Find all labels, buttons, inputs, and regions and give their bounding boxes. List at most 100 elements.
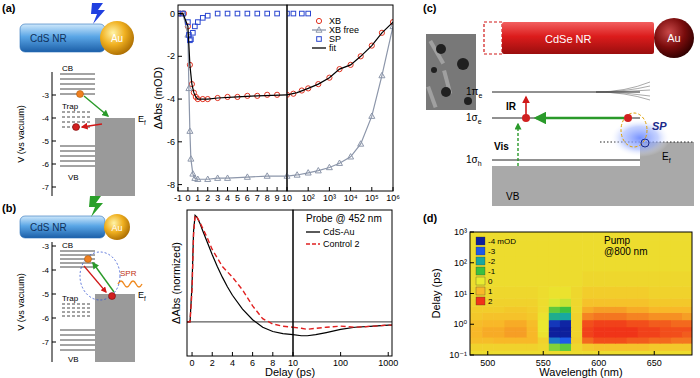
heat-cell [582, 306, 594, 313]
energy-tick [52, 342, 56, 343]
heat-cell [604, 343, 616, 351]
x-tick-label: 4 [225, 193, 230, 203]
heat-cell [504, 343, 516, 351]
heat-cell [593, 331, 605, 337]
heat-cell [549, 286, 561, 299]
data-point [187, 128, 193, 133]
x-tick [329, 187, 330, 191]
heat-cell [671, 306, 683, 313]
heat-cell [582, 271, 594, 287]
heat-cell [649, 320, 661, 328]
data-point [379, 72, 385, 77]
heat-cell [671, 298, 683, 307]
heat-cell [493, 327, 505, 332]
colorbar-swatch [476, 237, 485, 245]
heat-cell [671, 331, 683, 337]
data-point [337, 160, 343, 165]
heat-cell [627, 306, 639, 313]
heat-cell [649, 232, 661, 241]
heat-cell [560, 298, 572, 307]
x-tick [252, 352, 253, 356]
level-label-main: 1π [466, 86, 479, 97]
y-tick [178, 141, 182, 142]
data-point [300, 11, 305, 16]
colorbar-swatch [476, 257, 485, 265]
data-point [200, 16, 205, 21]
heat-cell [604, 271, 616, 287]
series-line [178, 14, 287, 180]
heat-cell [627, 312, 639, 320]
series-line [287, 22, 393, 95]
x-tick [232, 352, 233, 356]
energy-axis [52, 72, 53, 196]
rod-label: CdS NR [30, 33, 67, 44]
energy-tick-label: -7 [42, 338, 50, 347]
heat-cell [516, 298, 528, 307]
heat-cell [471, 343, 483, 351]
heat-cell [516, 232, 528, 241]
heat-cell [615, 320, 627, 328]
heat-cell [682, 255, 692, 271]
heat-cell [627, 337, 639, 344]
legend-marker [317, 37, 322, 42]
hole [641, 139, 649, 147]
heat-cell [593, 320, 605, 328]
level-label-main: 1σ [466, 154, 479, 165]
heat-cell [615, 337, 627, 344]
vb-level [60, 340, 95, 341]
heat-cell [538, 298, 550, 307]
level-label-main: 1σ [466, 112, 479, 123]
excitation-bolt [89, 196, 103, 217]
heat-cell [671, 343, 683, 351]
data-point [205, 13, 210, 18]
colorbar-label: 0 [488, 277, 493, 286]
x-tick [308, 187, 309, 191]
heat-cell [627, 327, 639, 332]
cb-level [60, 267, 95, 268]
heat-cell [571, 271, 583, 287]
heat-cell [604, 286, 616, 299]
x-tick [212, 352, 213, 356]
heat-cell [615, 312, 627, 320]
heat-cell [560, 350, 572, 355]
heat-cell [671, 312, 683, 320]
heat-cell [649, 331, 661, 337]
level-label: 1σh [466, 154, 482, 167]
heat-cell [504, 286, 516, 299]
heat-cell [538, 312, 550, 320]
x-tick [371, 187, 372, 191]
y-tick-label: -2 [167, 51, 175, 61]
heat-cell [571, 255, 583, 271]
x-tick-label: 10 [282, 193, 292, 203]
heat-cell [527, 312, 539, 320]
fermi-label: Ef [662, 151, 671, 164]
heat-cell [649, 240, 661, 256]
energy-tick [52, 270, 56, 271]
hole [73, 124, 80, 131]
trap-level [62, 308, 92, 309]
heat-cell [538, 320, 550, 328]
heat-cell [471, 350, 483, 355]
colorbar-label: 2 [488, 297, 493, 306]
heat-cell [549, 240, 561, 256]
heat-cell [538, 327, 550, 332]
heat-cell [549, 232, 561, 241]
x-tick-label: 6 [250, 358, 255, 368]
heat-cell [649, 343, 661, 351]
heat-cell [671, 327, 683, 332]
heat-cell [549, 255, 561, 271]
trap-level [62, 122, 92, 123]
data-point [294, 172, 300, 177]
vb-level [60, 335, 95, 336]
heat-cell [527, 327, 539, 332]
level-label: 1πe [466, 86, 482, 99]
x-tick [654, 351, 655, 355]
x-tick-label: 0 [190, 358, 195, 368]
heat-cell [516, 331, 528, 337]
heat-cell [649, 306, 661, 313]
heat-cell [660, 337, 672, 344]
heat-cell [471, 327, 483, 332]
heat-cell [682, 298, 692, 307]
heat-cell [638, 255, 650, 271]
vb-label: VB [68, 173, 79, 182]
